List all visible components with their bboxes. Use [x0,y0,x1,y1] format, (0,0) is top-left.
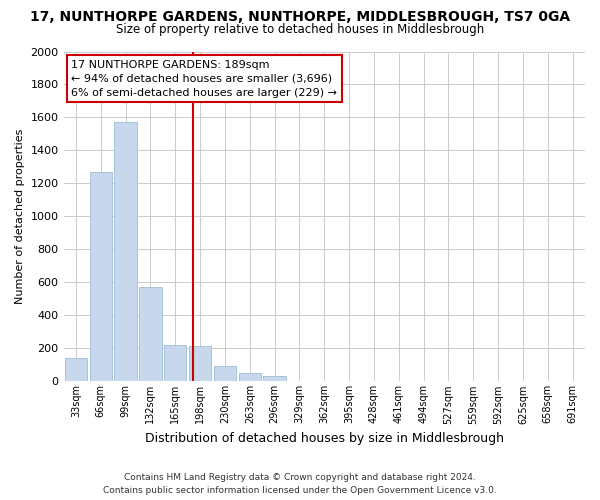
Bar [263,376,286,382]
Text: Contains HM Land Registry data © Crown copyright and database right 2024.
Contai: Contains HM Land Registry data © Crown c… [103,474,497,495]
Bar [164,345,187,382]
Bar [189,346,211,382]
Bar [139,288,161,382]
Bar [288,380,311,382]
Y-axis label: Number of detached properties: Number of detached properties [15,129,25,304]
Bar [89,172,112,382]
Text: 17 NUNTHORPE GARDENS: 189sqm
← 94% of detached houses are smaller (3,696)
6% of : 17 NUNTHORPE GARDENS: 189sqm ← 94% of de… [71,60,337,98]
Text: 17, NUNTHORPE GARDENS, NUNTHORPE, MIDDLESBROUGH, TS7 0GA: 17, NUNTHORPE GARDENS, NUNTHORPE, MIDDLE… [30,10,570,24]
Text: Size of property relative to detached houses in Middlesbrough: Size of property relative to detached ho… [116,22,484,36]
Bar [214,366,236,382]
Bar [239,373,261,382]
X-axis label: Distribution of detached houses by size in Middlesbrough: Distribution of detached houses by size … [145,432,504,445]
Bar [65,358,87,382]
Bar [115,122,137,382]
